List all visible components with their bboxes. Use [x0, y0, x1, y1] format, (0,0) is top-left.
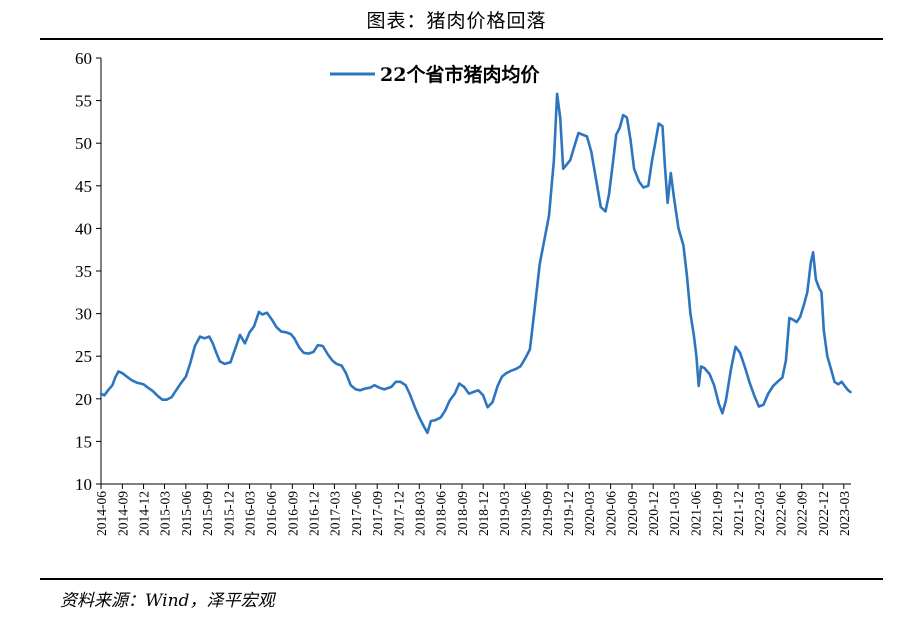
x-tick-label: 2022-12 [816, 491, 831, 536]
x-tick-label: 2016-06 [264, 491, 279, 536]
series-group [99, 92, 852, 435]
x-tick-label: 2014-12 [137, 491, 152, 536]
x-tick-label: 2019-03 [497, 491, 512, 536]
y-tick-label: 35 [75, 262, 92, 281]
x-tick-label: 2021-06 [688, 491, 703, 536]
x-tick-label: 2023-03 [837, 491, 852, 536]
x-tick-label: 2019-09 [540, 491, 555, 536]
x-tick-label: 2015-09 [200, 491, 215, 536]
legend: 22个省市猪肉均价 [330, 63, 540, 86]
x-tick-label: 2015-06 [179, 491, 194, 536]
x-tick-label: 2020-06 [604, 491, 619, 536]
x-tick-label: 2020-03 [582, 491, 597, 536]
x-tick-label: 2018-09 [455, 491, 470, 536]
y-tick-label: 20 [75, 390, 92, 409]
x-axis: 2014-06 2014-09 2014-12 2015-03 2015-06 2015-… [94, 483, 852, 536]
x-tick-label: 2017-12 [391, 491, 406, 536]
x-tick-label: 2021-09 [710, 491, 725, 536]
y-tick-label: 60 [75, 49, 92, 68]
x-tick-label: 2015-12 [221, 491, 236, 536]
x-tick-label: 2022-09 [795, 491, 810, 536]
y-tick-label: 40 [75, 219, 92, 238]
x-tick-label: 2016-09 [285, 491, 300, 536]
y-tick-label: 50 [75, 134, 92, 153]
x-tick-label: 2016-03 [243, 491, 258, 536]
x-tick-label: 2018-03 [412, 491, 427, 536]
x-tick-label: 2022-06 [773, 491, 788, 536]
x-tick-label: 2022-03 [752, 491, 767, 536]
x-tick-label: 2017-06 [349, 491, 364, 536]
x-tick-label: 2019-12 [561, 491, 576, 536]
x-tick-label: 2018-06 [434, 491, 449, 536]
page-title: 图表：猪肉价格回落 [366, 10, 547, 32]
x-tick-label: 2014-06 [94, 491, 109, 536]
y-tick-label: 55 [75, 92, 92, 111]
x-tick-label: 2021-03 [667, 491, 682, 536]
y-axis: 10 15 20 25 30 35 40 45 50 55 60 [75, 49, 102, 494]
bottom-rule [40, 578, 883, 580]
x-tick-label: 2017-09 [370, 491, 385, 536]
x-tick-label: 2021-12 [731, 491, 746, 536]
x-tick-label: 2017-03 [327, 491, 342, 536]
series-line-0 [99, 92, 852, 435]
y-tick-label: 10 [75, 475, 92, 494]
x-tick-label: 2020-09 [625, 491, 640, 536]
x-tick-label: 2018-12 [476, 491, 491, 536]
x-tick-label: 2020-12 [646, 491, 661, 536]
x-tick-label: 2015-03 [157, 491, 172, 536]
source-note: 资料来源：Wind，泽平宏观 [60, 591, 275, 611]
y-tick-label: 25 [75, 347, 92, 366]
top-rule [40, 38, 883, 40]
legend-label: 22个省市猪肉均价 [380, 63, 540, 86]
x-tick-label: 2016-12 [306, 491, 321, 536]
x-tick-label: 2019-06 [519, 491, 534, 536]
y-tick-label: 30 [75, 305, 92, 324]
y-tick-label: 45 [75, 177, 92, 196]
x-tick-label: 2014-09 [115, 491, 130, 536]
y-tick-label: 15 [75, 432, 92, 451]
